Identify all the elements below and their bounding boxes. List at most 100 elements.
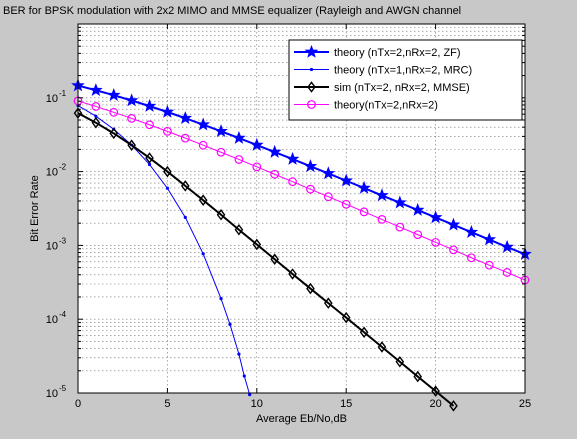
data-point <box>232 130 246 144</box>
data-point <box>201 252 205 256</box>
data-point <box>431 237 441 247</box>
series-1 <box>71 78 532 260</box>
data-point <box>216 147 226 157</box>
y-tick-label-exponent: -4 <box>59 310 67 319</box>
legend-marker <box>307 100 316 109</box>
data-point <box>234 155 244 164</box>
data-point <box>196 117 210 131</box>
data-point <box>288 177 297 187</box>
legend-label: theory (nTx=1,nRx=2, MRC) <box>334 65 472 77</box>
data-point <box>91 102 101 111</box>
y-tick-label-exponent: -1 <box>59 89 67 98</box>
data-point <box>160 104 175 118</box>
data-point <box>252 162 262 172</box>
data-point <box>375 188 389 202</box>
data-point <box>270 253 280 265</box>
legend[interactable]: theory (nTx=2,nRx=2, ZF) theory (nTx=1,nR… <box>288 39 523 121</box>
data-point <box>180 133 190 143</box>
legend-box <box>288 39 523 121</box>
data-point <box>288 268 297 280</box>
data-point <box>449 400 458 412</box>
data-point <box>165 186 169 190</box>
data-point <box>180 180 190 192</box>
series-4 <box>73 96 530 285</box>
data-point <box>306 184 315 194</box>
legend-marker <box>307 81 316 93</box>
data-point <box>395 222 405 232</box>
data-point <box>89 83 103 96</box>
data-point <box>127 139 136 151</box>
y-tick-label: 10 <box>46 314 58 326</box>
data-point <box>323 297 333 309</box>
x-tick-label: 0 <box>75 398 81 410</box>
data-point <box>323 192 333 202</box>
y-tick-label: 10 <box>46 93 58 105</box>
data-point <box>183 215 187 219</box>
data-point <box>359 326 369 339</box>
data-point <box>410 202 425 216</box>
x-tick-label: 10 <box>251 398 263 410</box>
y-tick-label: 10 <box>46 388 58 400</box>
data-point <box>142 98 157 112</box>
data-point <box>306 282 315 295</box>
data-point <box>162 126 172 136</box>
data-point <box>285 151 300 165</box>
data-point <box>357 180 371 194</box>
data-point <box>446 217 461 231</box>
data-point <box>303 159 318 173</box>
data-point <box>270 169 280 179</box>
legend-item[interactable]: theory (nTx=1,nRx=2, MRC) <box>294 65 472 77</box>
data-point <box>109 107 119 117</box>
data-point <box>109 127 119 140</box>
data-point <box>250 137 264 151</box>
data-point <box>124 93 139 107</box>
legend-marker <box>309 67 314 72</box>
legend-item[interactable]: sim (nTx=2, nRx=2, MMSE) <box>294 81 470 94</box>
y-tick-label-exponent: -3 <box>59 236 67 245</box>
y-tick-label: 10 <box>46 167 58 179</box>
legend-item[interactable]: theory(nTx=2,nRx=2) <box>294 100 438 112</box>
data-point <box>393 195 407 209</box>
legend-marker <box>304 44 319 58</box>
legend-label: sim (nTx=2, nRx=2, MMSE) <box>334 82 470 94</box>
legend-label: theory (nTx=2,nRx=2, ZF) <box>334 47 461 59</box>
data-point <box>502 268 512 277</box>
data-point <box>237 352 241 356</box>
data-point <box>500 239 514 253</box>
x-tick-label: 20 <box>429 398 441 410</box>
data-point <box>413 370 423 383</box>
legend-label: theory(nTx=2,nRx=2) <box>334 100 438 112</box>
series-line <box>77 100 526 281</box>
y-tick-label-exponent: -5 <box>59 384 67 393</box>
data-point <box>147 162 152 167</box>
data-point <box>359 207 369 217</box>
series-layer <box>71 78 532 412</box>
series-line <box>77 112 455 407</box>
data-point <box>377 341 387 353</box>
data-point <box>252 238 262 251</box>
data-point <box>145 152 154 164</box>
data-point <box>91 116 101 129</box>
data-point <box>466 253 476 263</box>
x-axis-label: Average Eb/No,dB <box>256 413 347 425</box>
data-point <box>321 166 336 180</box>
data-point <box>464 225 479 238</box>
data-point <box>228 322 232 327</box>
data-point <box>431 385 440 397</box>
data-point <box>127 113 137 123</box>
data-point <box>267 144 282 158</box>
data-point <box>341 311 351 324</box>
data-point <box>248 393 252 397</box>
data-point <box>339 173 353 187</box>
data-point <box>219 297 223 301</box>
y-tick-label-exponent: -2 <box>59 163 67 172</box>
x-tick-label: 15 <box>340 398 352 410</box>
data-point <box>216 209 226 221</box>
data-point <box>94 114 98 118</box>
data-point <box>428 210 443 224</box>
data-point <box>178 111 193 124</box>
legend-item[interactable]: theory (nTx=2,nRx=2, ZF) <box>294 44 461 59</box>
